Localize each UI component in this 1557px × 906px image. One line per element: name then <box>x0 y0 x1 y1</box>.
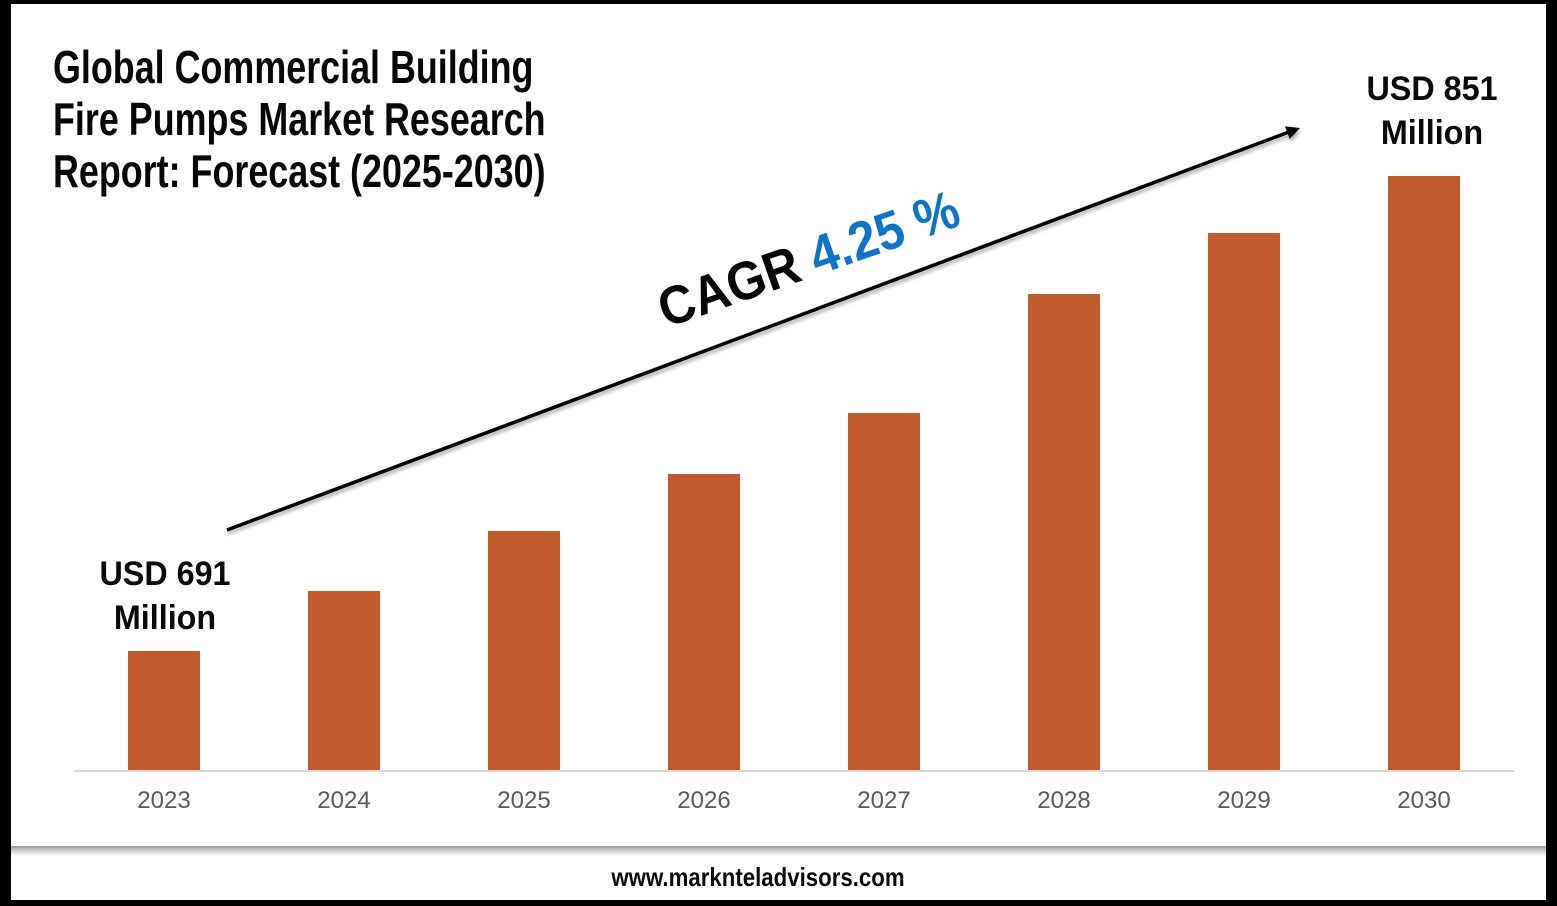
svg-text:CAGR 4.25 %: CAGR 4.25 % <box>650 178 967 339</box>
